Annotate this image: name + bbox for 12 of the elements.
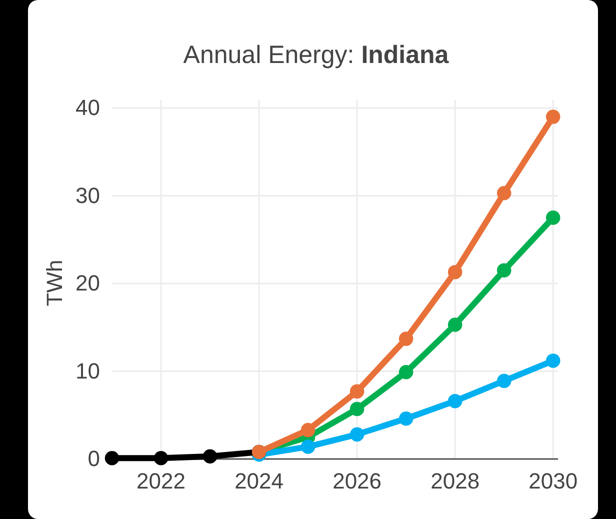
y-tick-label: 10 <box>76 358 100 384</box>
x-tick-label: 2026 <box>332 468 382 494</box>
x-tick-label: 2028 <box>430 468 480 494</box>
y-tick-label: 0 <box>88 446 100 472</box>
y-tick-label: 20 <box>76 270 100 296</box>
x-tick-label: 2024 <box>234 468 284 494</box>
x-tick-label: 2022 <box>136 468 186 494</box>
y-tick-label: 30 <box>76 182 100 208</box>
chart-title: Annual Energy: Indiana <box>183 41 450 69</box>
y-tick-label: 40 <box>76 95 100 120</box>
x-tick-label: 2030 <box>528 468 578 494</box>
y-axis-title: TWh <box>42 260 67 306</box>
